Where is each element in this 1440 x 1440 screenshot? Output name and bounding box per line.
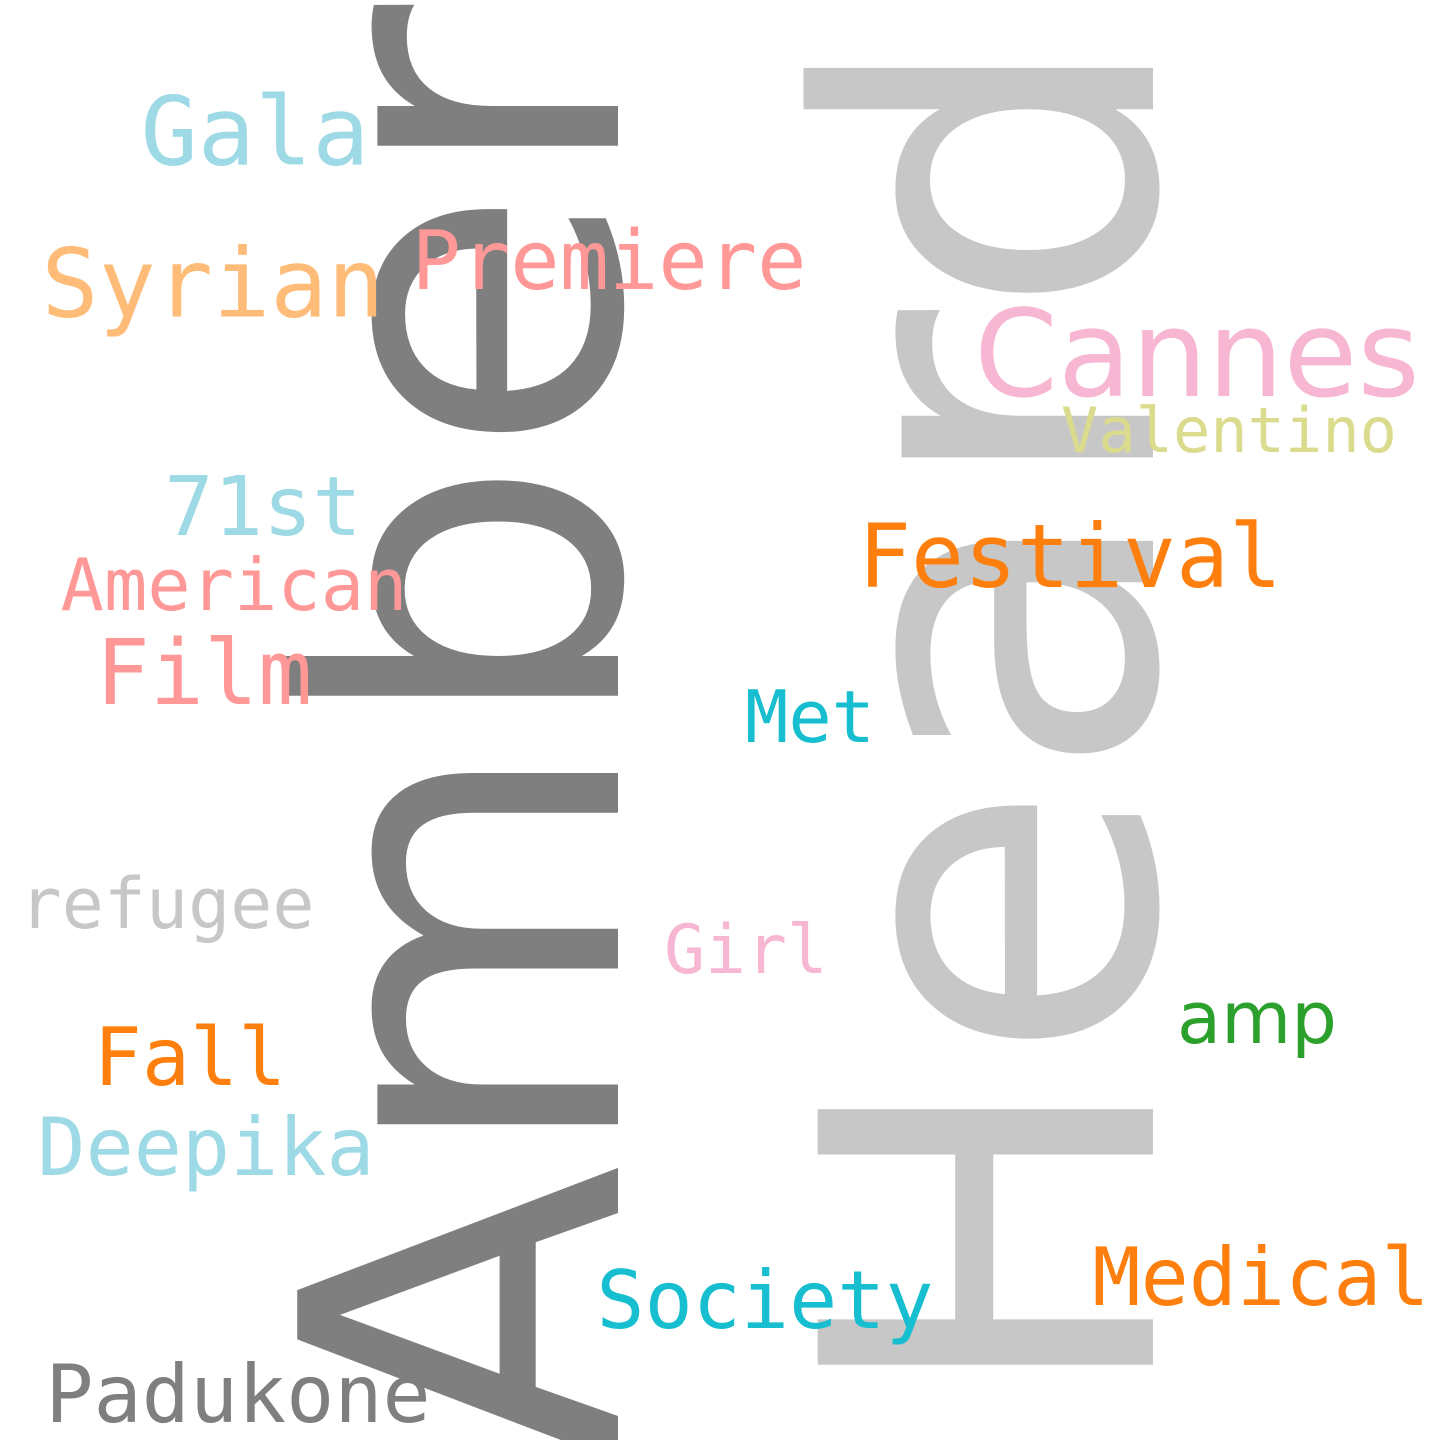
word-society: Society bbox=[596, 1254, 934, 1347]
word-amp: amp bbox=[1177, 976, 1337, 1060]
word-cannes: Cannes bbox=[974, 286, 1420, 425]
word-film: Film bbox=[95, 621, 313, 726]
word-fall: Fall bbox=[93, 1011, 287, 1104]
word-met: Met bbox=[744, 675, 876, 759]
word-valentino: Valentino bbox=[1061, 394, 1397, 467]
word-refugee: refugee bbox=[19, 863, 315, 945]
word-padukone: Padukone bbox=[45, 1348, 431, 1440]
word-deepika: Deepika bbox=[37, 1101, 375, 1194]
word-girl: Girl bbox=[664, 911, 828, 990]
word-festival: Festival bbox=[858, 505, 1282, 608]
word-medical: Medical bbox=[1092, 1231, 1430, 1324]
word-71st: 71st bbox=[164, 460, 362, 555]
word-premiere: Premiere bbox=[411, 214, 807, 309]
word-gala: Gala bbox=[140, 77, 370, 188]
word-syrian: Syrian bbox=[41, 229, 385, 340]
word-american: American bbox=[60, 543, 408, 627]
